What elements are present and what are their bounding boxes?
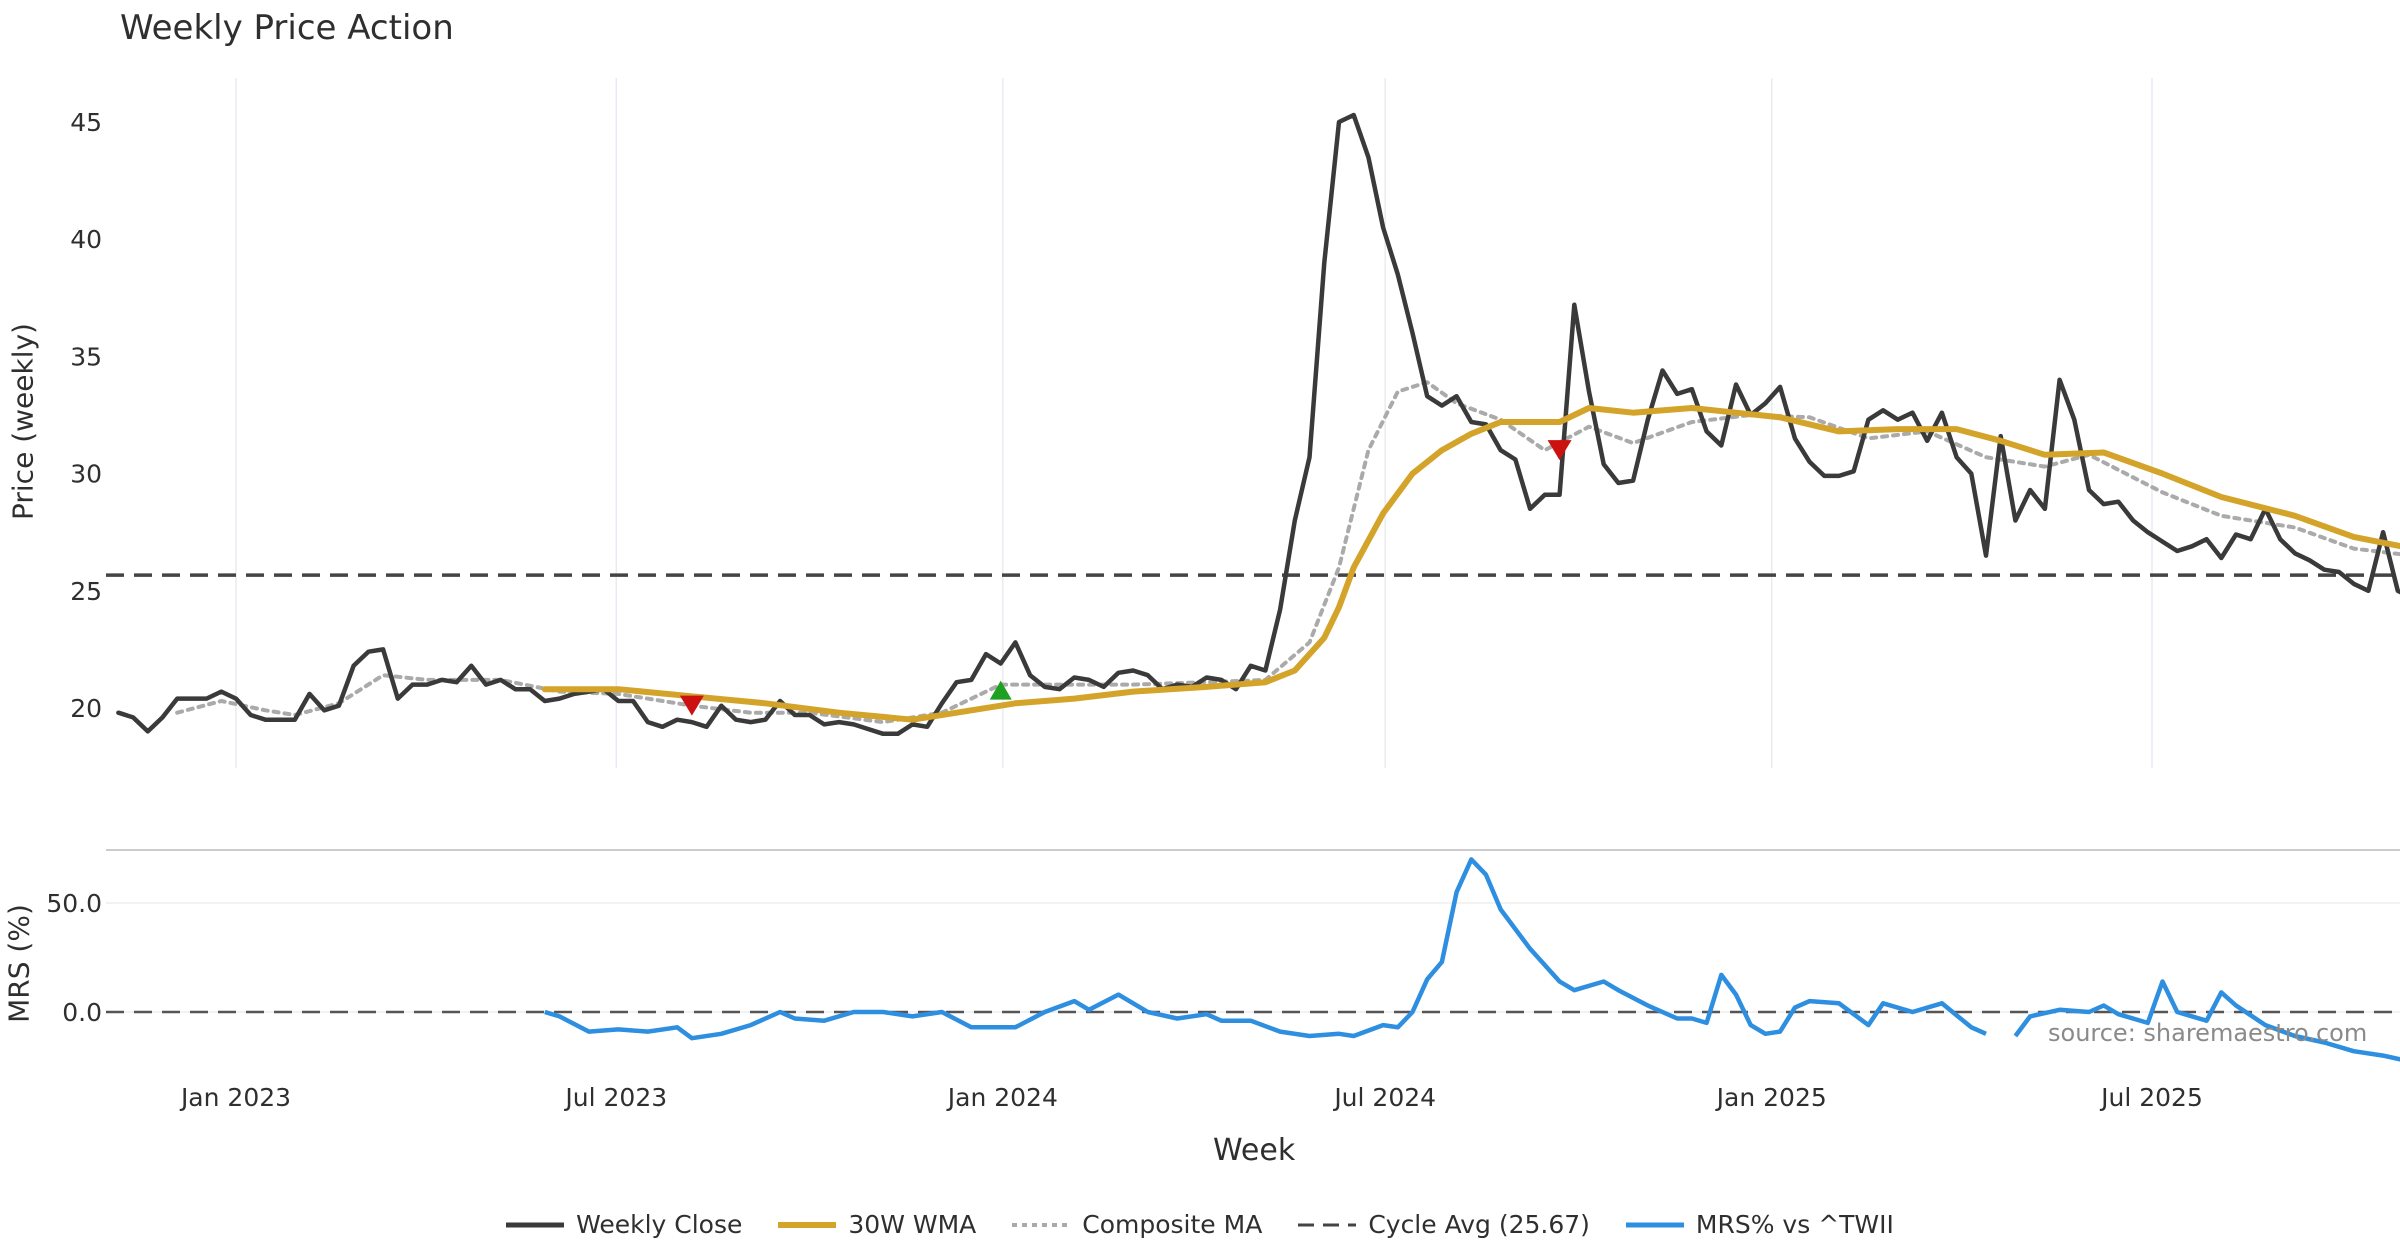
y-tick-label: 30 <box>70 460 102 489</box>
x-tick-label: Jul 2023 <box>563 1083 667 1112</box>
series-mrs-segment <box>544 857 1987 1041</box>
y-tick-label: 20 <box>70 694 102 723</box>
x-tick-label: Jul 2024 <box>1332 1083 1436 1112</box>
legend-label-cycle-avg: Cycle Avg (25.67) <box>1368 1210 1590 1239</box>
legend-label-weekly-close: Weekly Close <box>576 1210 743 1239</box>
y-tick-label: 45 <box>70 108 102 137</box>
reference-lines <box>106 573 2400 1014</box>
y-axis-label-price: Price (weekly) <box>6 323 40 520</box>
legend-item-30w-wma[interactable]: 30W WMA <box>778 1210 976 1239</box>
x-tick-label: Jan 2025 <box>1715 1083 1827 1112</box>
legend-item-composite-ma[interactable]: Composite MA <box>1012 1210 1262 1239</box>
sell-signal-marker <box>679 695 704 716</box>
mrs-tick-label: 50.0 <box>46 889 102 918</box>
mrs-tick-label: 0.0 <box>62 998 102 1027</box>
y-axis-label-mrs: MRS (%) <box>2 904 36 1023</box>
series-30w-wma <box>541 405 2400 723</box>
y-tick-label: 35 <box>70 342 102 371</box>
series-layer <box>116 112 2400 1062</box>
x-tick-label: Jan 2024 <box>946 1083 1058 1112</box>
legend: Weekly Close 30W WMA Composite MA Cycle … <box>0 1210 2400 1239</box>
legend-item-cycle-avg[interactable]: Cycle Avg (25.67) <box>1298 1210 1590 1239</box>
grid-layer <box>106 78 2400 1013</box>
legend-label-mrs: MRS% vs ^TWII <box>1695 1210 1894 1239</box>
legend-swatch-composite <box>1012 1222 1071 1227</box>
y-tick-label: 25 <box>70 577 102 606</box>
legend-label-composite-ma: Composite MA <box>1082 1210 1263 1239</box>
source-watermark: source: sharemaestro.com <box>2048 1019 2368 1047</box>
series-mrs-segment <box>2013 979 2400 1062</box>
legend-label-30w-wma: 30W WMA <box>848 1210 977 1239</box>
y-tick-label: 40 <box>70 225 102 254</box>
series-weekly-close <box>116 112 2400 737</box>
legend-swatch-mrs <box>1625 1222 1684 1227</box>
legend-swatch-close <box>506 1222 565 1227</box>
legend-swatch-cycle <box>1298 1223 1357 1226</box>
legend-item-mrs[interactable]: MRS% vs ^TWII <box>1625 1210 1894 1239</box>
sell-signal-marker <box>1547 440 1572 461</box>
legend-swatch-wma <box>778 1221 837 1228</box>
legend-item-weekly-close[interactable]: Weekly Close <box>506 1210 742 1239</box>
x-tick-label: Jan 2023 <box>179 1083 291 1112</box>
marker-layer <box>679 440 1572 716</box>
x-tick-label: Jul 2025 <box>2099 1083 2203 1112</box>
tick-layer: 20 25 30 35 40 45 0.0 50.0 Jan 2023 Jul 2023 Jan 2… <box>46 108 2203 1112</box>
buy-signal-marker <box>989 680 1012 700</box>
x-axis-label: Week <box>1213 1133 1296 1168</box>
chart-title: Weekly Price Action <box>120 8 454 48</box>
